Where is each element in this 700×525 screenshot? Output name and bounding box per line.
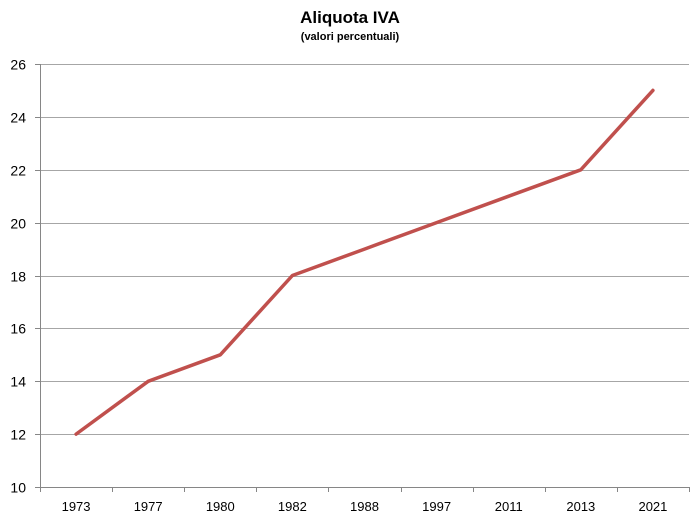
y-tick-label: 20 [10, 216, 26, 232]
y-tick-label: 14 [10, 374, 26, 390]
x-tick-label: 1977 [134, 499, 163, 514]
y-tick-label: 12 [10, 427, 26, 443]
y-tick-label: 10 [10, 480, 26, 496]
x-tick-label: 2013 [566, 499, 595, 514]
x-axis: 1973 1977 1980 1982 1988 1997 2011 2013 2021 [40, 487, 690, 514]
series-line [74, 88, 655, 436]
y-tick-label: 18 [10, 269, 26, 285]
x-tick-label: 1980 [206, 499, 235, 514]
x-tick-label: 1997 [422, 499, 451, 514]
x-tick-label: 2021 [638, 499, 667, 514]
data-series [74, 88, 655, 436]
y-tick-label: 22 [10, 163, 26, 179]
chart-subtitle: (valori percentuali) [300, 31, 400, 43]
y-axis: 10 12 14 16 18 20 22 24 26 [10, 57, 41, 496]
x-tick-label: 1973 [62, 499, 91, 514]
y-tick-label: 24 [10, 110, 26, 126]
chart-title: Aliquota IVA [300, 8, 400, 27]
x-tick-label: 1982 [278, 499, 307, 514]
y-tick-label: 26 [10, 57, 26, 73]
y-tick-label: 16 [10, 321, 26, 337]
x-tick-label: 2011 [495, 499, 523, 514]
x-tick-label: 1988 [350, 499, 379, 514]
